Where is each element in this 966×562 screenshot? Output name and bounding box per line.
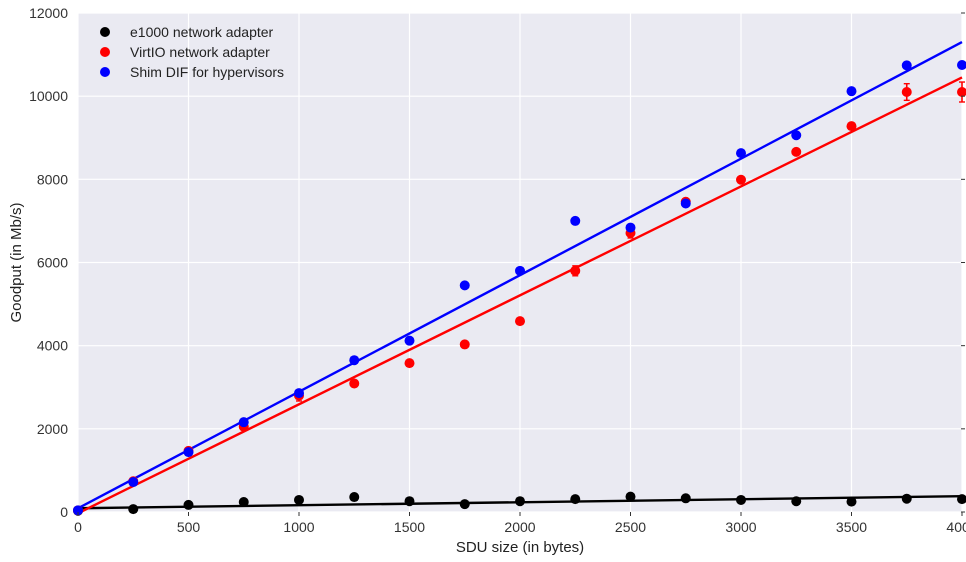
data-point [183,447,194,458]
data-point [901,493,912,504]
data-point [459,499,470,510]
y-axis-label: Goodput (in Mb/s) [8,202,25,322]
legend-label: Shim DIF for hypervisors [130,64,284,80]
legend-marker [100,47,110,57]
x-axis-label: SDU size (in bytes) [456,539,584,556]
y-tick-label: 2000 [37,421,68,437]
y-tick-label: 0 [60,504,68,520]
data-point [846,496,857,507]
y-tick-label: 6000 [37,255,68,271]
x-tick-label: 2000 [504,519,535,535]
data-point [680,493,691,504]
x-tick-label: 500 [177,519,201,535]
legend-label: e1000 network adapter [130,24,274,40]
data-point [846,86,857,97]
y-tick-label: 10000 [29,88,68,104]
data-point [128,477,139,488]
y-tick-label: 4000 [37,338,68,354]
data-point [736,174,746,185]
data-point [736,148,746,159]
data-point [404,358,415,369]
x-axis-ticks: 0 500 1000 1500 2000 2500 3000 3500 4000 [74,512,966,535]
data-point [791,146,802,157]
data-point [183,499,194,510]
y-tick-label: 8000 [37,171,68,187]
x-tick-label: 1000 [283,519,314,535]
y-axis-ticks: 0 2000 4000 6000 8000 10000 12000 [29,5,965,520]
data-point [680,198,691,209]
data-point [128,504,139,515]
data-point [901,60,912,71]
x-tick-label: 4000 [946,519,966,535]
data-point [459,280,470,291]
fit-line [77,76,963,515]
data-point [846,121,857,132]
data-point [73,505,83,516]
data-points [73,59,966,516]
data-point [791,496,802,507]
data-point [570,494,581,505]
data-point [957,59,966,70]
data-point [294,494,304,505]
data-point [570,215,581,226]
data-point [625,222,636,233]
data-point [404,496,415,507]
data-point [349,378,360,389]
data-point [901,87,912,98]
data-point [736,494,746,505]
legend: e1000 network adapter VirtIO network adap… [100,24,284,80]
data-point [238,417,249,428]
data-point [238,497,249,508]
x-tick-label: 2500 [615,519,646,535]
x-tick-label: 1500 [394,519,425,535]
data-point [625,491,636,502]
data-point [791,130,802,141]
data-point [515,316,525,327]
data-point [515,265,525,276]
x-tick-label: 3500 [836,519,867,535]
y-tick-label: 12000 [29,5,68,21]
data-point [349,492,360,503]
data-point [294,388,304,399]
data-point [957,494,966,505]
data-point [570,265,581,276]
legend-label: VirtIO network adapter [130,44,270,60]
data-point [459,339,470,350]
data-point [515,496,525,507]
legend-marker [100,67,110,77]
legend-marker [100,27,110,37]
x-tick-label: 0 [74,519,82,535]
data-point [957,87,966,98]
x-tick-label: 3000 [725,519,756,535]
data-point [404,335,415,346]
data-point [349,355,360,366]
